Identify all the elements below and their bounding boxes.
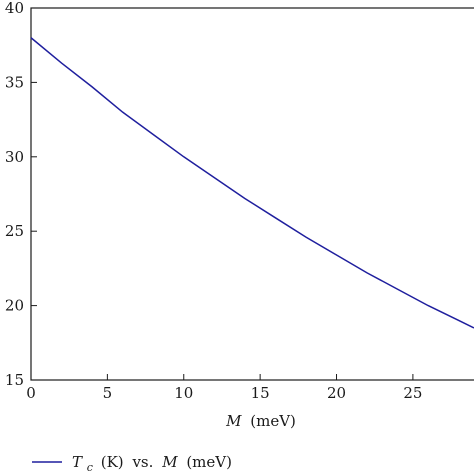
y-axis-ticks: 15 20 25 30 35 40 bbox=[5, 0, 37, 389]
x-tick-label: 0 bbox=[26, 384, 36, 402]
x-tick-label: 25 bbox=[403, 384, 422, 402]
legend-sub-c: c bbox=[87, 461, 93, 474]
x-axis-ticks: 0 5 10 15 20 25 bbox=[26, 374, 422, 402]
x-axis-title: M (meV) bbox=[225, 412, 296, 430]
x-tick-label: 5 bbox=[103, 384, 113, 402]
x-tick-label: 20 bbox=[327, 384, 346, 402]
y-tick-label: 35 bbox=[5, 73, 24, 91]
legend-vs: vs. bbox=[131, 453, 153, 471]
x-tick-label: 15 bbox=[251, 384, 270, 402]
series-line-tc bbox=[30, 37, 474, 329]
y-tick-label: 15 bbox=[5, 371, 24, 389]
legend-var-t: T bbox=[72, 453, 83, 471]
legend-unit-k: (K) bbox=[101, 453, 124, 471]
plot-area bbox=[30, 7, 474, 381]
y-tick-label: 20 bbox=[5, 297, 24, 315]
plot-frame bbox=[30, 7, 474, 381]
x-tick-label: 10 bbox=[174, 384, 193, 402]
x-axis-unit: (meV) bbox=[250, 412, 296, 430]
x-axis-variable: M bbox=[225, 412, 242, 430]
y-tick-label: 30 bbox=[5, 148, 24, 166]
legend-var-m: M bbox=[161, 453, 178, 471]
legend-label: T c (K) vs. M (meV) bbox=[72, 453, 232, 474]
y-tick-label: 25 bbox=[5, 222, 24, 240]
legend-unit-mev: (meV) bbox=[186, 453, 232, 471]
y-tick-label: 40 bbox=[5, 0, 24, 17]
legend: T c (K) vs. M (meV) bbox=[32, 453, 232, 474]
